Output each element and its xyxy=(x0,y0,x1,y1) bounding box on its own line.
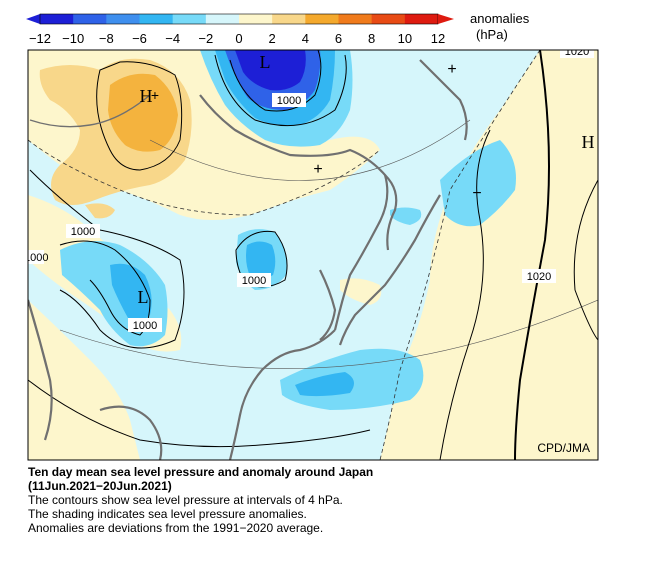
colorbar-cell xyxy=(371,14,406,24)
colorbar-left-arrow xyxy=(26,14,40,24)
colorbar-tick-label: 4 xyxy=(301,31,309,46)
positive-anomaly-west-orange xyxy=(85,203,115,219)
caption: Ten day mean sea level pressure and anom… xyxy=(28,465,628,535)
negative-anomaly-east xyxy=(440,140,516,227)
high-pressure-marker: H xyxy=(582,132,595,152)
negative-anomaly-west-core xyxy=(110,263,152,321)
colorbar-right-arrow xyxy=(438,14,454,24)
latitude-circle-2 xyxy=(149,119,471,181)
map-field: 1020 1000 1000 1000 1000 1020 1000 H + H… xyxy=(24,46,598,460)
isobar-label: 1020 xyxy=(527,271,551,283)
plus-marker: + xyxy=(447,61,456,78)
colorbar-cell xyxy=(404,14,439,24)
map-credit: CPD/JMA xyxy=(537,441,590,455)
minus-marker: − xyxy=(472,185,481,202)
low-pressure-marker: L xyxy=(138,287,149,307)
coastline-korea xyxy=(319,269,337,341)
isobar xyxy=(439,129,491,460)
coastline-west xyxy=(28,299,53,441)
anomaly-colorbar xyxy=(26,13,454,25)
isobar xyxy=(573,179,598,341)
legend-unit: (hPa) xyxy=(476,27,508,42)
negative-anomaly-north-deepest xyxy=(235,50,306,91)
isobar-label: 1000 xyxy=(133,320,157,332)
colorbar-cell xyxy=(40,14,74,24)
coastline-sw xyxy=(99,405,163,460)
colorbar-cell xyxy=(272,14,306,24)
isobar-label-box xyxy=(272,93,306,107)
coastline-sakhalin xyxy=(384,174,398,251)
caption-line: The shading indicates sea level pressure… xyxy=(28,507,307,521)
high-pressure-marker: H xyxy=(140,86,153,106)
plus-marker: + xyxy=(313,161,322,178)
colorbar-tick-label: 6 xyxy=(334,31,343,46)
isobar-label-box xyxy=(522,269,556,283)
isobar xyxy=(214,54,347,127)
caption-title: Ten day mean sea level pressure and anom… xyxy=(28,465,374,479)
pressure-anomaly-map: 1020 1000 1000 1000 1000 1020 1000 H + H… xyxy=(24,46,599,461)
coastline-japan xyxy=(338,194,441,346)
isobar xyxy=(229,50,322,112)
coastline-lake xyxy=(29,94,151,128)
colorbar-tick-label: 0 xyxy=(235,31,243,46)
caption-line: The contours show sea level pressure at … xyxy=(28,493,343,507)
colorbar-tick-label: 10 xyxy=(397,31,413,46)
colorbar-tick-label: 8 xyxy=(368,31,376,46)
colorbar-cell xyxy=(205,14,240,24)
colorbar-cell xyxy=(338,14,373,24)
positive-anomaly-east xyxy=(380,50,598,460)
zero-anomaly-contour xyxy=(28,139,381,216)
isobar-label-box xyxy=(560,50,594,58)
isobar-label-box xyxy=(28,250,44,264)
coastline-kamchatka xyxy=(419,59,468,141)
map-frame xyxy=(27,49,599,461)
colorbar-cell xyxy=(106,14,140,24)
isobar-thick xyxy=(514,50,550,460)
colorbar-cell xyxy=(239,14,273,24)
colorbar-cell xyxy=(139,14,174,24)
isobar xyxy=(28,379,371,448)
coastline-china xyxy=(228,329,336,460)
isobar-label: 1000 xyxy=(277,95,301,107)
colorbar-tick-label: 2 xyxy=(268,31,276,46)
colorbar-tick-label: −8 xyxy=(98,31,114,46)
isobar-label-box xyxy=(237,273,271,287)
isobar xyxy=(29,169,185,349)
caption-line: Anomalies are deviations from the 1991−2… xyxy=(28,521,324,535)
plus-marker: + xyxy=(151,87,159,103)
colorbar-tick-label: −12 xyxy=(28,31,52,46)
legend-title: anomalies xyxy=(470,11,530,26)
isobar-label-box xyxy=(66,224,100,238)
colorbar-tick-label: −2 xyxy=(198,31,214,46)
isobar-label: 1000 xyxy=(71,226,95,238)
isobar-label-partial: 1000 xyxy=(24,252,48,264)
caption-period: (11Jun.2021−20Jun.2021) xyxy=(28,479,172,493)
isobars xyxy=(28,50,598,460)
colorbar-tick-label: −4 xyxy=(165,31,181,46)
negative-anomaly-south-core xyxy=(295,372,354,397)
colorbar-cell xyxy=(305,14,339,24)
isobar-label: 1000 xyxy=(242,275,266,287)
colorbar-tick-label: 12 xyxy=(430,31,446,46)
zero-anomaly-contour-east xyxy=(379,50,541,460)
coastline-mainland xyxy=(199,94,389,331)
low-pressure-marker: L xyxy=(260,52,271,72)
colorbar-cell xyxy=(73,14,107,24)
colorbar-tick-label: −6 xyxy=(132,31,147,46)
coastlines xyxy=(28,59,468,460)
latitude-circle xyxy=(59,299,598,369)
isobar-labels: 1020 1000 1000 1000 1000 1020 1000 xyxy=(24,46,594,332)
isobar xyxy=(96,61,183,171)
negative-anomaly-japan-sea xyxy=(390,207,422,225)
isobar-label: 1020 xyxy=(565,46,589,58)
colorbar-cell xyxy=(172,14,207,24)
colorbar-tick-label: −10 xyxy=(62,31,85,46)
positive-anomaly-core xyxy=(108,73,178,152)
negative-anomaly-center-core xyxy=(246,241,276,279)
isobar-label-box xyxy=(128,318,162,332)
positive-anomaly-sw xyxy=(28,300,140,460)
